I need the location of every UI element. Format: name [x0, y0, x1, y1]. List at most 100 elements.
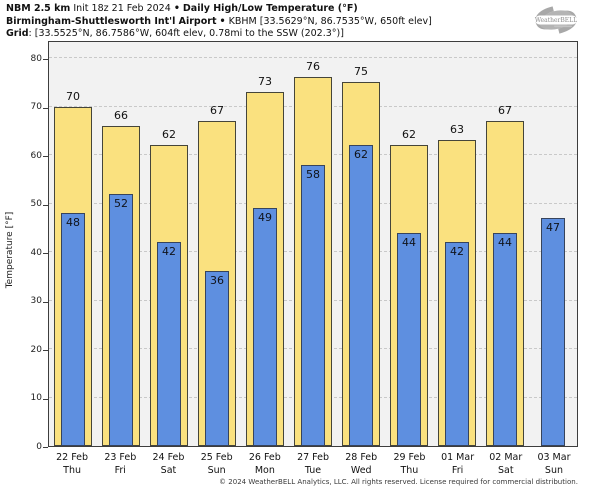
bar-group-26-Feb: 73 49 — [241, 42, 289, 446]
chart-header: NBM 2.5 km Init 18z 21 Feb 2024 • Daily … — [6, 3, 432, 41]
bar-group-29-Feb: 62 44 — [385, 42, 433, 446]
bar-low: 44 — [493, 232, 517, 446]
low-value-label: 49 — [258, 211, 272, 225]
y-tick-label-50: 50 — [30, 199, 42, 209]
station-name: Birmingham-Shuttlesworth Int'l Airport — [6, 15, 217, 27]
bar-low: 52 — [109, 193, 133, 446]
weatherbell-logo-text: WeatherBELL — [535, 17, 577, 24]
x-tick-label-27-Feb: 27 Feb Tue — [289, 451, 337, 477]
bar-low: 47 — [541, 218, 565, 446]
bar-group-22-Feb: 70 48 — [49, 42, 97, 446]
x-tick-date: 28 Feb — [345, 452, 378, 463]
x-tick-label-24-Feb: 24 Feb Sat — [144, 451, 192, 477]
bar-group-27-Feb: 76 58 — [289, 42, 337, 446]
header-line-station: Birmingham-Shuttlesworth Int'l Airport •… — [6, 16, 432, 29]
x-tick-date: 24 Feb — [152, 452, 185, 463]
low-value-label: 58 — [306, 167, 320, 181]
bar-low: 36 — [205, 271, 229, 446]
bar-groups: 70 48 66 52 62 42 67 36 73 49 76 58 75 62 62 44 63 42 67 44… — [49, 42, 577, 446]
weatherbell-logo: WeatherBELL — [535, 6, 577, 34]
x-tick-day: Sun — [207, 465, 226, 476]
x-tick-label-25-Feb: 25 Feb Sun — [193, 451, 241, 477]
low-value-label: 52 — [114, 196, 128, 210]
y-tick-label-40: 40 — [30, 247, 42, 258]
header-line-model: NBM 2.5 km Init 18z 21 Feb 2024 • Daily … — [6, 3, 432, 16]
high-value-label: 75 — [354, 65, 368, 79]
bar-low: 49 — [253, 208, 277, 446]
bar-low: 42 — [445, 242, 469, 446]
high-value-label: 62 — [162, 128, 176, 142]
low-value-label: 62 — [354, 148, 368, 162]
x-tick-label-03-Mar: 03 Mar Sun — [530, 451, 578, 477]
x-tick-label-29-Feb: 29 Feb Thu — [385, 451, 433, 477]
model-name: NBM 2.5 km — [6, 3, 71, 14]
footer-copyright: © 2024 WeatherBELL Analytics, LLC. All r… — [218, 478, 578, 486]
station-details: KBHM [33.5629°N, 86.7535°W, 650ft elev] — [228, 15, 432, 27]
x-axis-labels: 22 Feb Thu 23 Feb Fri 24 Feb Sat 25 Feb Sun 26 F… — [48, 451, 578, 477]
x-tick-day: Sun — [544, 465, 563, 476]
grid-details: : [33.5525°N, 86.7586°W, 604ft elev, 0.7… — [28, 28, 344, 39]
x-tick-day: Fri — [451, 465, 464, 476]
high-value-label: 67 — [210, 104, 224, 118]
bar-low: 42 — [157, 242, 181, 446]
x-tick-day: Sat — [497, 465, 514, 476]
x-tick-date: 03 Mar — [537, 452, 571, 463]
x-tick-label-26-Feb: 26 Feb Mon — [241, 451, 289, 477]
y-tick-label-60: 60 — [30, 150, 42, 161]
product-title: Daily High/Low Temperature (°F) — [182, 3, 358, 14]
low-value-label: 47 — [546, 221, 560, 235]
y-tick-label-30: 30 — [30, 296, 42, 306]
x-tick-date: 25 Feb — [200, 452, 233, 463]
x-tick-day: Tue — [304, 465, 322, 476]
grid-label: Grid — [6, 28, 29, 39]
bar-low: 44 — [397, 232, 421, 446]
x-tick-label-22-Feb: 22 Feb Thu — [48, 451, 96, 477]
x-tick-date: 02 Mar — [489, 452, 523, 463]
low-value-label: 44 — [402, 235, 416, 249]
bar-group-23-Feb: 66 52 — [97, 42, 145, 446]
x-tick-day: Thu — [400, 465, 419, 476]
bar-group-24-Feb: 62 42 — [145, 42, 193, 446]
y-tick-mark-30 — [43, 301, 48, 303]
x-tick-day: Thu — [63, 465, 82, 476]
y-tick-label-10: 10 — [30, 393, 42, 403]
plot-area: 70 48 66 52 62 42 67 36 73 49 76 58 75 62 62 44 63 42 67 44… — [48, 41, 578, 447]
y-tick-mark-80 — [43, 59, 48, 60]
x-tick-date: 22 Feb — [56, 452, 89, 463]
x-tick-day: Fri — [114, 465, 126, 476]
x-tick-label-02-Mar: 02 Mar Sat — [482, 451, 530, 477]
y-tick-label-0: 0 — [36, 441, 42, 452]
x-tick-day: Wed — [350, 465, 372, 476]
high-value-label: 67 — [498, 104, 512, 118]
bar-group-28-Feb: 75 62 — [337, 42, 385, 446]
high-value-label: 70 — [66, 89, 80, 103]
bar-low: 62 — [349, 145, 373, 446]
high-value-label: 66 — [114, 108, 128, 122]
y-tick-label-20: 20 — [30, 344, 42, 355]
x-tick-date: 26 Feb — [248, 452, 281, 463]
y-tick-mark-0 — [43, 447, 48, 448]
model-init-time: Init 18z 21 Feb 2024 — [73, 3, 171, 14]
high-value-label: 62 — [402, 128, 416, 142]
low-value-label: 42 — [162, 245, 176, 259]
x-tick-label-28-Feb: 28 Feb Wed — [337, 451, 385, 477]
bar-group-01-Mar: 63 42 — [433, 42, 481, 446]
x-tick-date: 29 Feb — [393, 452, 426, 463]
bar-group-25-Feb: 67 36 — [193, 42, 241, 446]
y-tick-mark-10 — [43, 398, 48, 400]
low-value-label: 36 — [210, 274, 224, 288]
low-value-label: 48 — [66, 216, 80, 230]
separator-dot: • — [173, 3, 180, 14]
y-tick-mark-20 — [43, 350, 48, 351]
bar-group-02-Mar: 67 44 — [481, 42, 529, 446]
x-tick-date: 23 Feb — [104, 452, 137, 463]
x-tick-day: Sat — [160, 465, 177, 476]
low-value-label: 42 — [450, 245, 464, 259]
y-tick-label-80: 80 — [30, 53, 42, 64]
high-value-label: 73 — [258, 74, 272, 88]
y-tick-mark-70 — [43, 107, 48, 109]
gridline-80 — [49, 57, 577, 58]
y-tick-mark-40 — [43, 253, 48, 254]
header-line-grid: Grid: [33.5525°N, 86.7586°W, 604ft elev,… — [6, 28, 432, 41]
bar-low: 58 — [301, 164, 325, 446]
